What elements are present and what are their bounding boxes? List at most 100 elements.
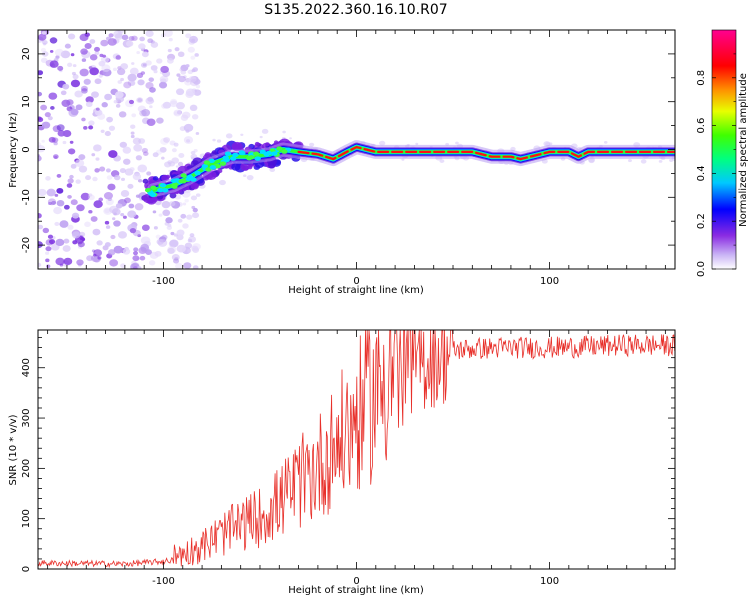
noise-speckle: [190, 150, 196, 155]
colorbar-tick-label: 0.0: [696, 261, 707, 277]
noise-speckle: [71, 71, 76, 76]
noise-speckle: [379, 140, 386, 146]
x-tick-label: 100: [540, 576, 559, 587]
signal-blob: [265, 142, 270, 147]
noise-speckle: [140, 62, 148, 68]
noise-speckle: [175, 165, 179, 168]
noise-speckle: [38, 224, 44, 230]
noise-speckle: [94, 51, 100, 56]
noise-speckle: [147, 96, 154, 102]
spectrogram-noise-cloud: [38, 30, 675, 269]
noise-speckle: [54, 221, 60, 227]
noise-speckle: [120, 177, 125, 182]
noise-speckle: [135, 155, 143, 161]
noise-speckle: [55, 257, 65, 266]
ridge-highlight: [230, 156, 237, 161]
ridge-highlight: [265, 150, 272, 156]
noise-speckle: [93, 200, 103, 209]
noise-speckle: [191, 38, 196, 42]
noise-speckle: [153, 226, 158, 230]
noise-speckle: [85, 175, 92, 181]
noise-speckle: [269, 167, 276, 173]
snr-x-label: Height of straight line (km): [288, 585, 424, 596]
noise-speckle: [134, 203, 144, 211]
signal-blob: [169, 192, 177, 199]
colorbar-tick-label: 0.8: [696, 70, 707, 86]
noise-speckle: [75, 179, 81, 184]
noise-speckle: [94, 78, 102, 85]
noise-speckle: [63, 238, 70, 244]
noise-speckle: [161, 103, 168, 109]
noise-speckle: [178, 153, 185, 159]
noise-speckle: [148, 260, 156, 266]
noise-speckle: [174, 47, 180, 52]
noise-speckle: [183, 136, 194, 144]
noise-speckle: [187, 249, 192, 253]
noise-speckle: [191, 205, 196, 210]
noise-speckle: [100, 39, 109, 47]
noise-speckle: [68, 108, 79, 117]
noise-speckle: [48, 201, 52, 206]
ridge-highlight: [201, 163, 208, 169]
noise-speckle: [309, 142, 315, 147]
noise-speckle: [56, 187, 64, 194]
noise-speckle: [81, 88, 88, 94]
noise-speckle: [66, 183, 73, 188]
noise-speckle: [113, 220, 121, 227]
noise-speckle: [169, 100, 178, 108]
noise-speckle: [178, 75, 186, 83]
noise-speckle: [54, 48, 64, 57]
noise-speckle: [44, 112, 51, 118]
noise-speckle: [114, 91, 124, 99]
noise-speckle: [195, 193, 201, 197]
noise-speckle: [162, 101, 172, 109]
noise-speckle: [603, 141, 608, 144]
noise-speckle: [192, 207, 198, 213]
noise-speckle: [67, 62, 73, 67]
noise-speckle: [548, 142, 553, 146]
noise-speckle: [117, 30, 124, 34]
noise-speckle: [189, 233, 195, 238]
noise-speckle: [185, 88, 196, 97]
noise-speckle: [53, 155, 58, 159]
colorbar-ticks: 0.0 0.2 0.4 0.6 0.8: [696, 53, 736, 277]
noise-speckle: [77, 241, 85, 248]
ridge-highlight: [208, 158, 215, 164]
noise-speckle: [53, 206, 63, 215]
noise-speckle: [38, 188, 47, 197]
noise-speckle: [131, 62, 135, 65]
noise-speckle: [49, 60, 59, 68]
noise-speckle: [45, 258, 50, 263]
noise-speckle: [160, 137, 169, 145]
noise-speckle: [128, 36, 135, 41]
noise-speckle: [173, 109, 182, 117]
noise-speckle: [137, 164, 148, 173]
noise-speckle: [76, 204, 85, 212]
noise-speckle: [176, 244, 186, 253]
noise-speckle: [120, 213, 125, 217]
noise-speckle: [141, 147, 149, 154]
ridge-highlight: [180, 173, 187, 178]
noise-speckle: [173, 142, 179, 147]
noise-speckle: [45, 176, 51, 181]
noise-speckle: [137, 79, 145, 86]
noise-speckle: [161, 200, 171, 209]
noise-speckle: [88, 209, 93, 214]
noise-speckle: [94, 46, 100, 52]
noise-speckle: [75, 104, 83, 111]
noise-speckle: [126, 40, 134, 47]
noise-speckle: [41, 51, 49, 57]
signal-blob: [142, 178, 149, 184]
noise-speckle: [47, 198, 57, 206]
noise-speckle: [108, 33, 114, 38]
noise-speckle: [70, 53, 75, 57]
noise-speckle: [84, 43, 92, 50]
signal-blob: [254, 141, 260, 146]
snr-y-label: SNR (10 * v/v): [8, 414, 19, 485]
ridge-highlight: [171, 184, 178, 189]
spectrogram-x-label: Height of straight line (km): [288, 285, 424, 296]
y-tick-label: 300: [21, 409, 32, 428]
ridge-highlight: [281, 149, 288, 154]
noise-speckle: [180, 69, 187, 75]
